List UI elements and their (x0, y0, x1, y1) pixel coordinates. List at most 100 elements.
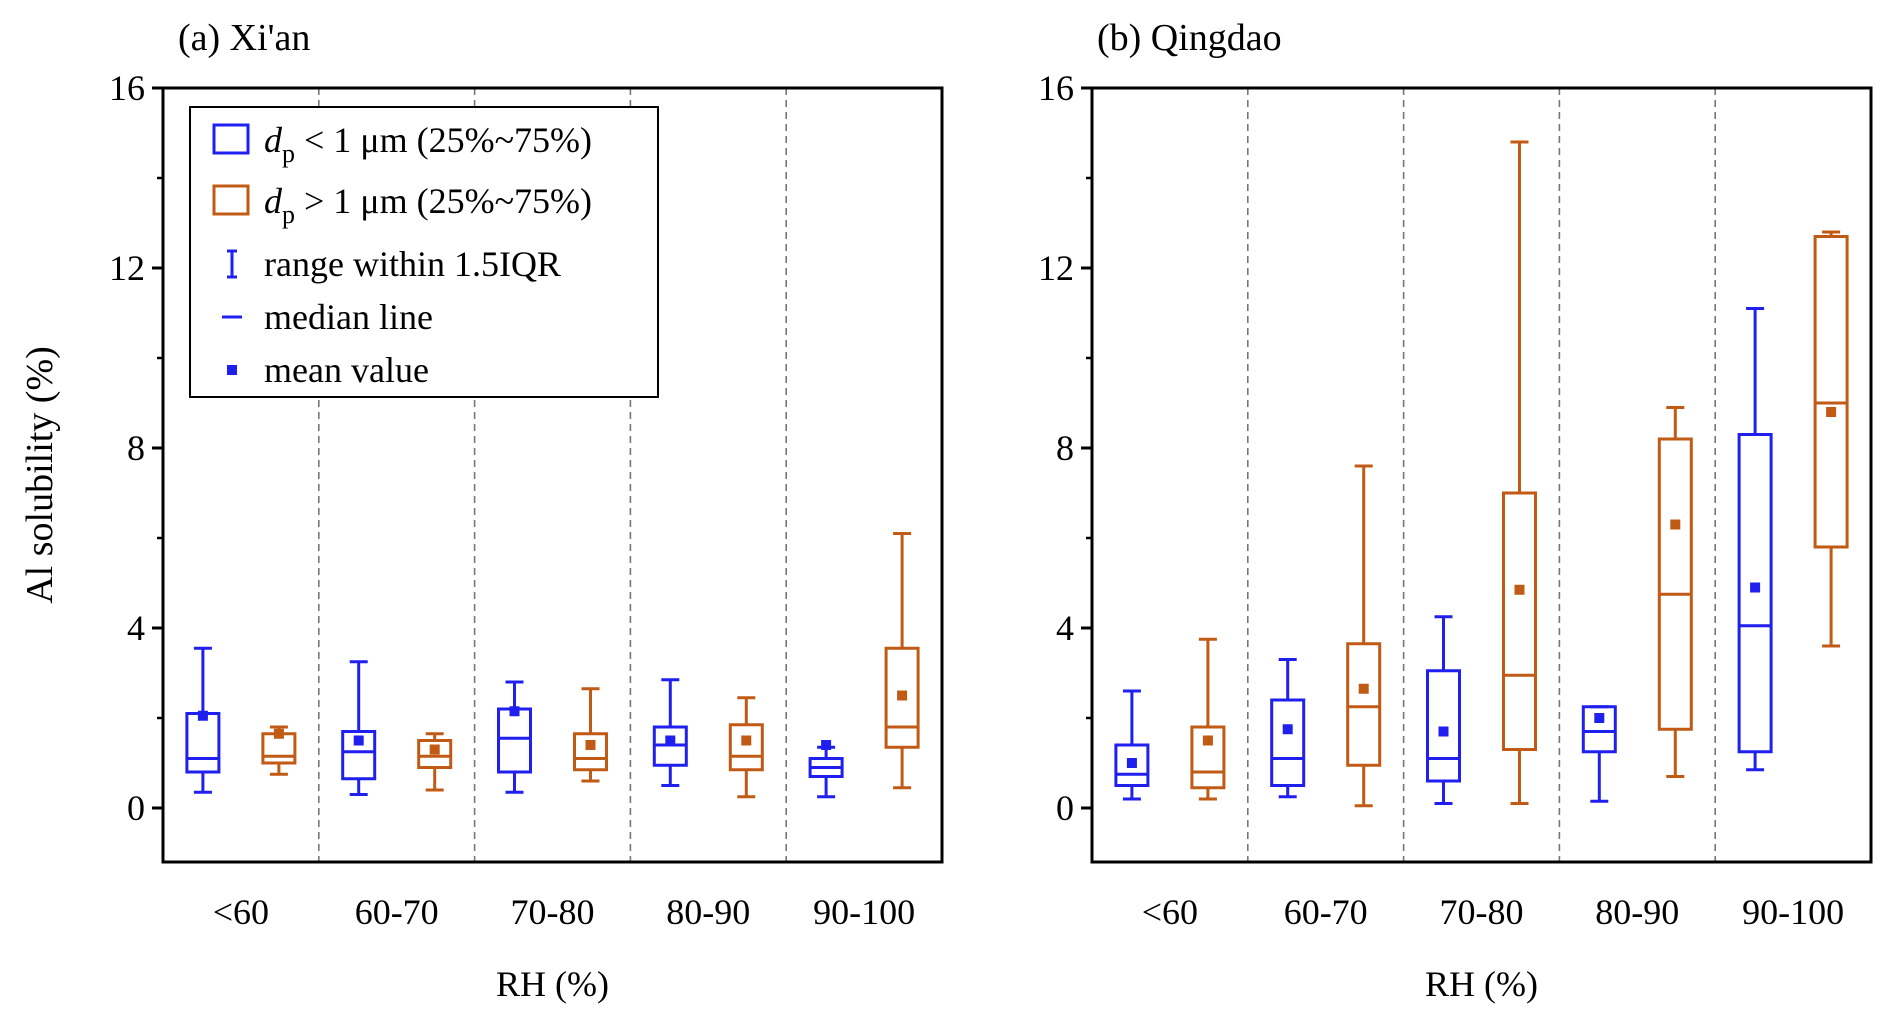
box-fine-4 (1737, 307, 1773, 772)
iqr-box (1657, 437, 1693, 731)
legend-item-2: range within 1.5IQR (227, 244, 561, 284)
legend-item-4: mean value (227, 350, 429, 390)
y-tick-label: 16 (1038, 68, 1074, 108)
x-tick-label: 90-100 (813, 892, 915, 932)
legend-label: range within 1.5IQR (264, 244, 561, 284)
iqr-box (573, 732, 608, 772)
y-tick-label: 0 (127, 788, 145, 828)
box-coarse-4 (1813, 230, 1849, 648)
y-tick-label: 4 (127, 608, 145, 648)
legend-box-swatch (212, 184, 250, 216)
legend-item-0: dp < 1 μm (25%~75%) (212, 120, 592, 168)
iqr-box (341, 730, 377, 781)
y-tick-label: 4 (1056, 608, 1074, 648)
legend-box-swatch (212, 123, 250, 155)
iqr-box (728, 723, 764, 772)
mean-marker (1594, 713, 1605, 723)
mean-marker (1126, 758, 1137, 768)
panel-title: (b) Qingdao (1097, 17, 1282, 59)
x-tick-label: 60-70 (355, 892, 439, 932)
mean-marker (1358, 683, 1369, 694)
iqr-box (417, 739, 453, 769)
y-tick-label: 12 (109, 248, 145, 288)
mean-marker (1826, 407, 1837, 417)
mean-marker (353, 735, 364, 746)
box-coarse-2 (1502, 140, 1537, 805)
mean-marker (1282, 724, 1293, 735)
iqr-box (1813, 235, 1849, 549)
y-axis-label: Al solubility (%) (19, 346, 61, 604)
legend: dp < 1 μm (25%~75%) dp > 1 μm (25%~75%) ra… (189, 106, 659, 398)
box-coarse-0 (261, 725, 297, 776)
mean-marker (273, 728, 284, 739)
x-tick-label: 60-70 (1284, 892, 1368, 932)
y-tick-label: 0 (1056, 788, 1074, 828)
box-fine-3 (1581, 705, 1617, 803)
x-tick-label: 80-90 (1595, 892, 1679, 932)
box-coarse-1 (417, 732, 453, 792)
mean-marker (1202, 735, 1213, 746)
y-tick-label: 8 (1056, 428, 1074, 468)
mean-marker (1514, 584, 1525, 595)
mean-marker (509, 706, 520, 717)
iqr-box (1190, 725, 1226, 790)
box-fine-0 (185, 646, 221, 794)
mean-marker (665, 735, 676, 746)
iqr-box (1737, 433, 1773, 754)
plot-frame (1090, 86, 1873, 864)
box-coarse-4 (884, 532, 920, 790)
x-tick-label: 70-80 (511, 892, 595, 932)
box-coarse-1 (1346, 464, 1382, 808)
mean-marker (897, 690, 908, 701)
legend-item-1: dp > 1 μm (25%~75%) (212, 181, 592, 229)
box-fine-0 (1114, 689, 1150, 801)
mean-marker (429, 744, 440, 755)
iqr-box (497, 707, 532, 774)
legend-item-3: median line (222, 297, 433, 337)
mean-marker (1670, 519, 1681, 530)
legend-frame (189, 106, 659, 398)
box-coarse-2 (573, 687, 608, 783)
plot-frame (161, 86, 944, 864)
box-fine-1 (1270, 658, 1306, 799)
x-tick-label: <60 (213, 892, 269, 932)
panel-b: (b) Qingdao 0 4 8 12 16 <60 60-70 70-80 80-90 90-1… (1038, 17, 1873, 1004)
iqr-box (1502, 491, 1537, 751)
x-axis-label: RH (%) (1425, 964, 1538, 1004)
x-axis-label: RH (%) (496, 964, 609, 1004)
iqr-box (884, 646, 920, 749)
iqr-box (1114, 743, 1150, 787)
mean-marker (1750, 582, 1761, 593)
iqr-box (1426, 669, 1461, 783)
legend-label: dp < 1 μm (25%~75%) (264, 120, 592, 168)
panel-a: (a) Xi'an 0 4 8 12 16 <60 60-70 70-80 80-90 90-100… (19, 17, 944, 1004)
box-coarse-3 (728, 696, 764, 799)
x-tick-label: <60 (1142, 892, 1198, 932)
legend-label: dp > 1 μm (25%~75%) (264, 181, 592, 229)
box-fine-1 (341, 660, 377, 796)
iqr-box (1270, 698, 1306, 787)
x-tick-label: 90-100 (1742, 892, 1844, 932)
x-tick-label: 80-90 (666, 892, 750, 932)
box-fine-2 (1426, 615, 1461, 805)
y-tick-label: 12 (1038, 248, 1074, 288)
mean-marker (197, 710, 208, 721)
mean-marker (741, 735, 752, 746)
iqr-box (1581, 705, 1617, 754)
mean-marker (1438, 726, 1449, 737)
iqr-box (185, 712, 221, 774)
box-coarse-0 (1190, 637, 1226, 801)
mean-marker (821, 740, 832, 750)
legend-mean-swatch (227, 365, 237, 375)
box-fine-4 (808, 740, 844, 799)
y-tick-label: 16 (109, 68, 145, 108)
mean-marker (585, 740, 596, 750)
box-coarse-3 (1657, 406, 1693, 778)
legend-label: mean value (264, 350, 429, 390)
y-tick-label: 8 (127, 428, 145, 468)
legend-label: median line (264, 297, 433, 337)
iqr-box (1346, 642, 1382, 767)
panel-title: (a) Xi'an (178, 17, 310, 59)
box-fine-2 (497, 680, 532, 794)
